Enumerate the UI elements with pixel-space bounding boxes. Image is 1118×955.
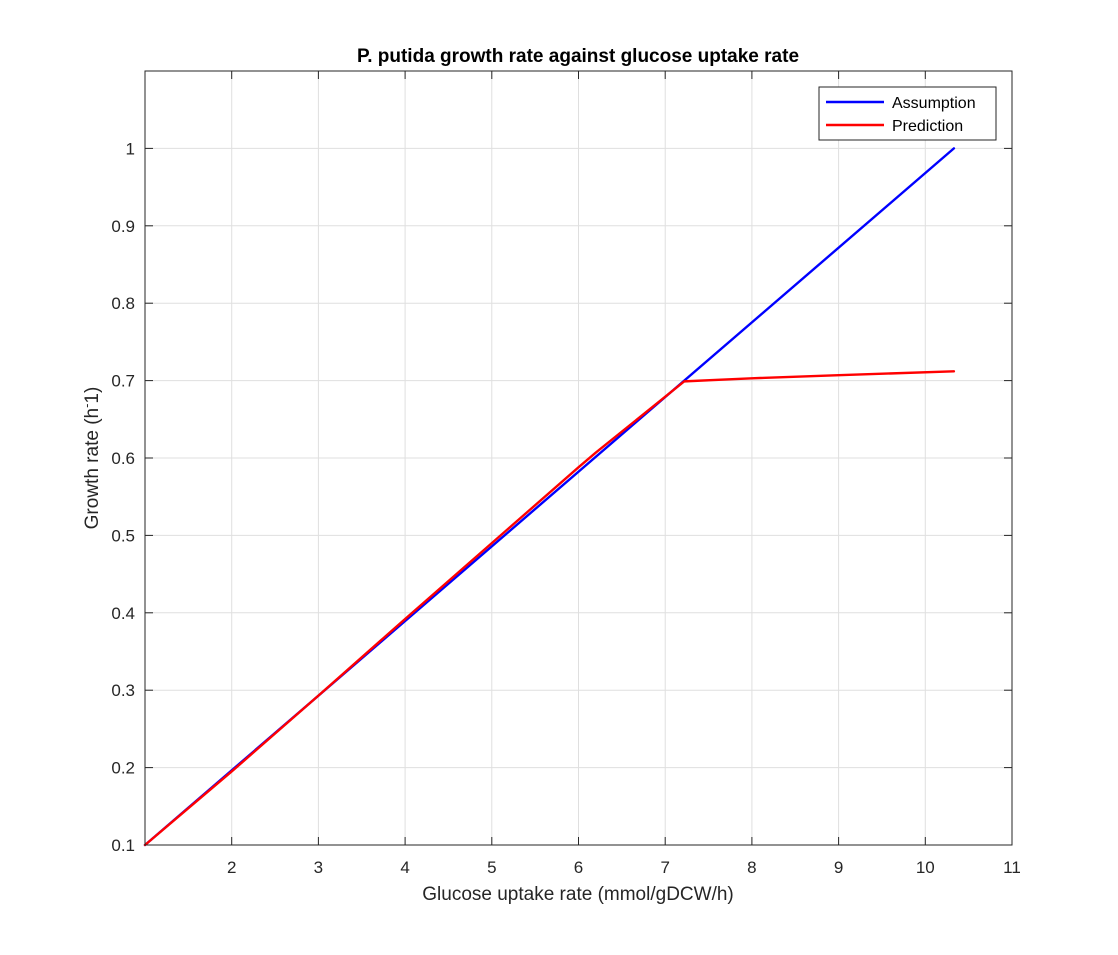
series-line-prediction <box>143 370 956 847</box>
x-tick-label: 5 <box>487 858 496 877</box>
y-tick-label: 0.8 <box>111 294 135 313</box>
x-tick-label: 10 <box>916 858 935 877</box>
y-axis-label-superscript: - <box>79 404 94 408</box>
tick-marks <box>145 71 1013 846</box>
y-tick-label: 0.3 <box>111 681 135 700</box>
x-tick-label: 11 <box>1003 858 1021 877</box>
plot-series <box>143 147 956 847</box>
y-axis-label-end: 1) <box>82 387 103 404</box>
y-tick-label: 0.6 <box>111 449 135 468</box>
legend-label-assumption: Assumption <box>892 95 976 112</box>
chart-title: P. putida growth rate against glucose up… <box>357 46 799 67</box>
y-tick-label: 0.2 <box>111 759 135 778</box>
y-tick-label: 0.9 <box>111 217 135 236</box>
y-tick-label: 0.5 <box>111 526 135 545</box>
x-tick-label: 8 <box>747 858 756 877</box>
x-tick-label: 7 <box>660 858 669 877</box>
y-tick-label: 0.4 <box>111 604 135 623</box>
x-tick-label: 4 <box>400 858 409 877</box>
y-tick-label: 0.7 <box>111 372 135 391</box>
x-axis-label: Glucose uptake rate (mmol/gDCW/h) <box>422 884 734 905</box>
y-axis-label-main: Growth rate (h <box>82 408 103 529</box>
x-tick-label: 2 <box>227 858 236 877</box>
x-tick-label: 3 <box>314 858 323 877</box>
x-tick-label: 6 <box>574 858 583 877</box>
y-tick-label: 1 <box>126 139 135 158</box>
x-tick-label: 9 <box>834 858 843 877</box>
tick-labels: 2 3 4 5 6 7 8 9 10 11 0.1 0.2 0.3 0.4 0.5 0.6 0.7 0.8 0.9 1 <box>111 139 1020 877</box>
y-axis-label: Growth rate (h-1) <box>79 387 103 530</box>
legend-box <box>818 86 997 141</box>
y-tick-label: 0.1 <box>111 836 135 855</box>
legend: Assumption Prediction <box>818 86 997 141</box>
legend-label-prediction: Prediction <box>892 118 963 135</box>
